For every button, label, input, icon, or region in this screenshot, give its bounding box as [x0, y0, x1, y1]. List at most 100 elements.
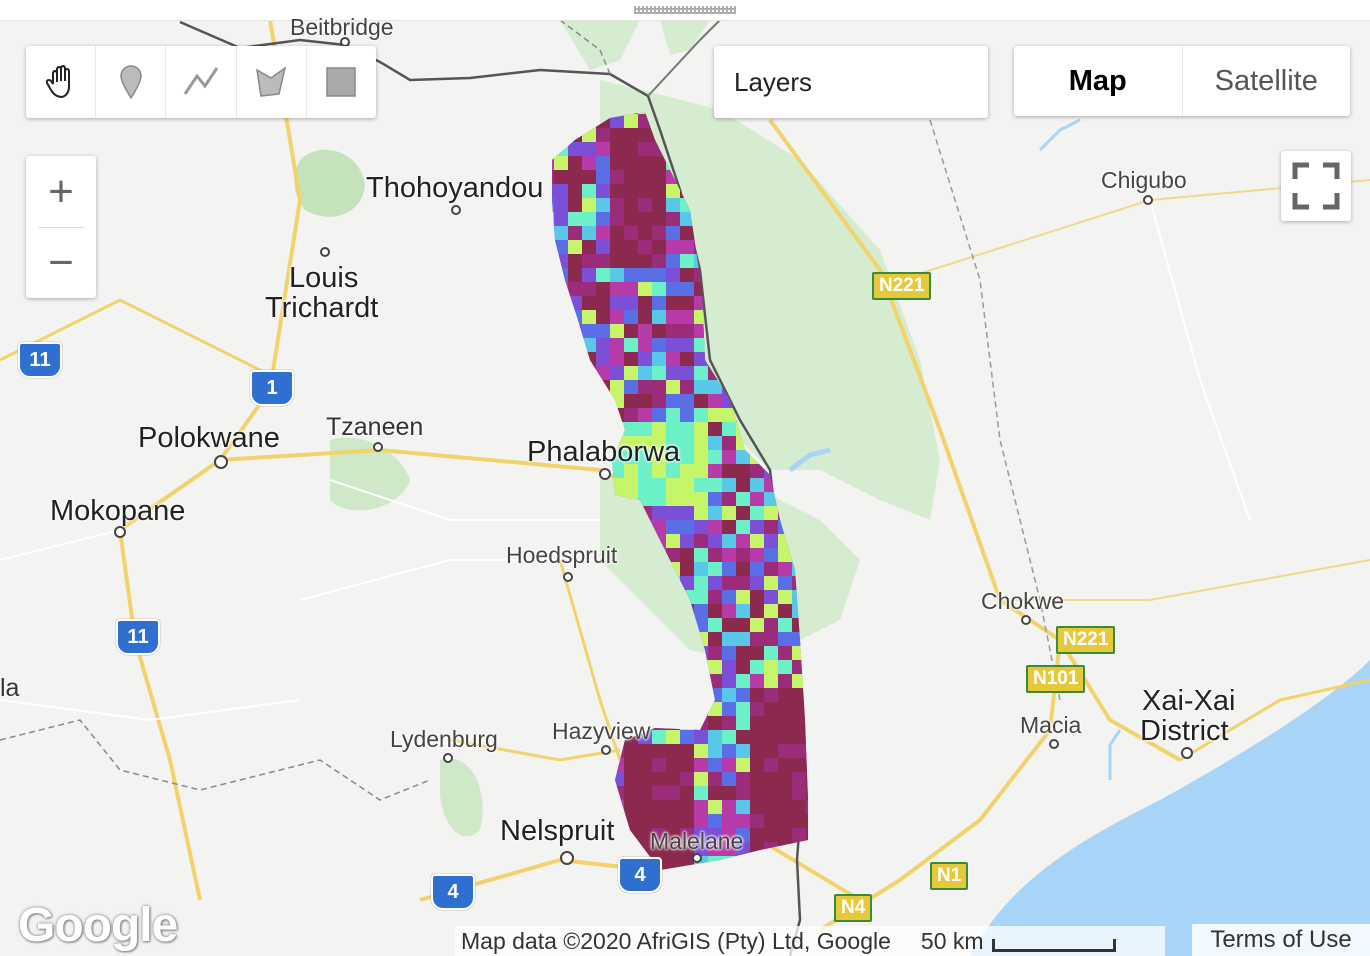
- overlay-cell: [596, 324, 610, 338]
- overlay-cell: [568, 758, 582, 772]
- overlay-cell: [666, 464, 680, 478]
- overlay-cell: [624, 128, 638, 142]
- overlay-cell: [610, 394, 624, 408]
- rectangle-tool-button[interactable]: [307, 46, 376, 118]
- overlay-cell: [638, 688, 652, 702]
- rectangle-icon: [326, 67, 357, 97]
- overlay-cell: [596, 604, 610, 618]
- overlay-cell: [764, 590, 778, 604]
- overlay-cell: [694, 660, 708, 674]
- overlay-cell: [666, 380, 680, 394]
- overlay-cell: [750, 758, 764, 772]
- overlay-cell: [750, 828, 764, 842]
- overlay-cell: [652, 184, 666, 198]
- zoom-in-button[interactable]: +: [48, 166, 74, 216]
- marker-tool-button[interactable]: [96, 46, 167, 118]
- route-shield-4-west: 4: [431, 874, 475, 910]
- overlay-cell: [596, 156, 610, 170]
- overlay-cell: [624, 366, 638, 380]
- map-type-satellite-button[interactable]: Satellite: [1214, 64, 1318, 97]
- overlay-cell: [652, 450, 666, 464]
- overlay-cell: [568, 324, 582, 338]
- overlay-cell: [638, 828, 652, 842]
- overlay-cell: [666, 366, 680, 380]
- overlay-cell: [554, 156, 568, 170]
- overlay-cell: [736, 590, 750, 604]
- overlay-cell: [778, 478, 792, 492]
- overlay-cell: [610, 688, 624, 702]
- overlay-cell: [680, 352, 694, 366]
- overlay-cell: [552, 114, 554, 128]
- overlay-cell: [610, 604, 624, 618]
- overlay-cell: [680, 744, 694, 758]
- overlay-cell: [552, 366, 554, 380]
- overlay-cell: [806, 674, 808, 688]
- place-beitbridge: Beitbridge: [290, 14, 394, 40]
- overlay-cell: [638, 380, 652, 394]
- overlay-cell: [750, 506, 764, 520]
- overlay-cell: [638, 632, 652, 646]
- overlay-cell: [610, 296, 624, 310]
- overlay-cell: [652, 380, 666, 394]
- layers-button[interactable]: Layers: [714, 46, 988, 118]
- overlay-cell: [652, 800, 666, 814]
- overlay-cell: [694, 520, 708, 534]
- overlay-cell: [680, 716, 694, 730]
- grip-icon[interactable]: [634, 6, 736, 14]
- kruger-park: [600, 80, 940, 520]
- overlay-cell: [610, 772, 624, 786]
- scale-bar: [991, 938, 1116, 952]
- overlay-cell: [638, 800, 652, 814]
- overlay-cell: [792, 786, 806, 800]
- map-type-map-button[interactable]: Map: [1014, 46, 1183, 116]
- overlay-cell: [694, 576, 708, 590]
- overlay-cell: [554, 380, 568, 394]
- overlay-cell: [764, 520, 778, 534]
- overlay-cell: [610, 324, 624, 338]
- fullscreen-icon: [1292, 162, 1340, 210]
- overlay-cell: [596, 618, 610, 632]
- overlay-cell: [694, 814, 708, 828]
- overlay-cell: [722, 856, 736, 870]
- overlay-cell: [610, 254, 624, 268]
- overlay-cell: [568, 128, 582, 142]
- overlay-cell: [610, 702, 624, 716]
- overlay-cell: [552, 618, 554, 632]
- overlay-cell: [666, 422, 680, 436]
- line-tool-button[interactable]: [166, 46, 237, 118]
- overlay-cell: [624, 310, 638, 324]
- route-shield-n221-north: N221: [872, 272, 932, 300]
- overlay-cell: [750, 618, 764, 632]
- overlay-cell: [722, 646, 736, 660]
- overlay-cell: [792, 744, 806, 758]
- overlay-cell: [680, 408, 694, 422]
- overlay-cell: [596, 128, 610, 142]
- overlay-cell: [680, 268, 694, 282]
- overlay-cell: [792, 702, 806, 716]
- drawing-toolbar: [26, 46, 376, 118]
- fullscreen-button[interactable]: [1281, 151, 1351, 221]
- polygon-tool-button[interactable]: [237, 46, 307, 118]
- hand-icon: [45, 64, 70, 99]
- overlay-cell: [610, 156, 624, 170]
- hand-tool-button[interactable]: [26, 46, 97, 118]
- overlay-cell: [680, 660, 694, 674]
- overlay-cell: [736, 786, 750, 800]
- overlay-cell: [552, 408, 554, 422]
- overlay-cell: [722, 632, 736, 646]
- overlay-cell: [638, 408, 652, 422]
- overlay-cell: [792, 646, 806, 660]
- overlay-cell: [554, 366, 568, 380]
- overlay-cell: [750, 590, 764, 604]
- overlay-cell: [778, 548, 792, 562]
- overlay-cell: [750, 800, 764, 814]
- panel-resize-handle[interactable]: [0, 0, 1370, 21]
- overlay-cell: [610, 464, 624, 478]
- zoom-out-button[interactable]: −: [48, 237, 74, 287]
- overlay-cell: [652, 492, 666, 506]
- attribution-text: Map data ©2020 AfriGIS (Pty) Ltd, Google: [461, 927, 891, 954]
- terms-of-use-link[interactable]: Terms of Use: [1192, 924, 1370, 956]
- overlay-cell: [806, 730, 808, 744]
- overlay-cell: [680, 422, 694, 436]
